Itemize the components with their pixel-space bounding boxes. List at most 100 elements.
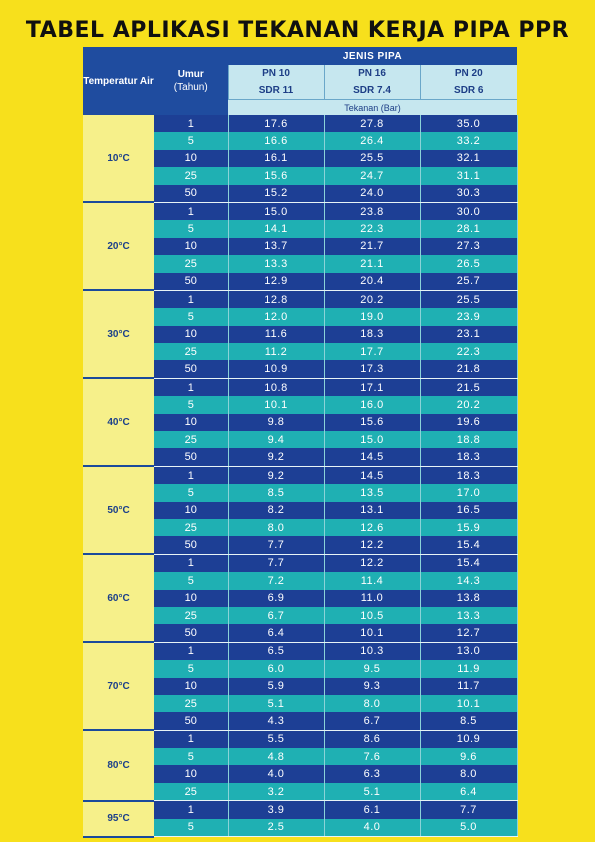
age-cell: 25 [154,343,229,361]
pn16-pressure-cell: 7.6 [324,748,421,766]
table-row: 50 4.3 6.7 8.5 [83,712,518,731]
pn16-pressure-cell: 6.7 [324,712,421,731]
pn10-pressure-cell: 12.9 [228,272,325,291]
pn10-pressure-cell: 5.1 [228,694,325,713]
age-cell: 10 [154,765,229,783]
pn16-pressure-cell: 5.1 [324,782,421,802]
age-cell: 50 [154,624,229,643]
pn10-pressure-cell: 9.8 [228,413,325,432]
pn10-pressure-cell: 6.9 [228,589,325,607]
pn10-pressure-cell: 15.6 [228,167,325,185]
pn16-pressure-cell: 14.5 [324,448,421,467]
pn10-pressure-cell: 7.7 [228,536,325,555]
pn10-pressure-cell: 14.1 [228,220,325,238]
pn20-pressure-cell: 20.2 [420,396,518,414]
pn16-pressure-cell: 13.1 [324,501,421,519]
header-age-label: Umur [177,69,204,80]
age-cell: 50 [154,360,229,379]
pn20-pressure-cell: 15.4 [420,554,518,573]
temperature-cell: 80°C [83,730,154,802]
age-cell: 1 [154,378,229,397]
age-cell: 5 [154,660,229,678]
header-sdr-7-4: SDR 7.4 [323,82,420,100]
pn16-pressure-cell: 12.6 [324,518,421,537]
table-row: 50°C 1 9.2 14.5 18.3 [83,466,518,556]
age-cell: 1 [154,730,229,749]
pn20-pressure-cell: 19.6 [420,413,518,432]
table-row: 10°C 1 17.6 27.8 35.0 [83,115,518,204]
table-row: 25 8.0 12.6 15.9 [83,518,518,537]
pn16-pressure-cell: 12.2 [324,536,421,555]
pn16-pressure-cell: 26.4 [324,132,421,150]
pn10-pressure-cell: 5.9 [228,677,325,695]
table-row: 5 16.6 26.4 33.2 [83,132,518,150]
pn16-pressure-cell: 23.8 [324,202,421,221]
pn16-pressure-cell: 11.4 [324,572,421,590]
age-cell: 5 [154,396,229,414]
pn10-pressure-cell: 15.2 [228,184,325,203]
table-row: 10 4.0 6.3 8.0 [83,765,518,783]
pn16-pressure-cell: 20.2 [324,290,421,309]
pn16-pressure-cell: 17.1 [324,378,421,397]
age-cell: 25 [154,431,229,449]
header-age: Umur (Tahun) [154,47,228,115]
pn10-pressure-cell: 6.0 [228,660,325,678]
pn20-pressure-cell: 27.3 [420,237,518,256]
pn20-pressure-cell: 22.3 [420,343,518,361]
age-cell: 5 [154,220,229,238]
age-cell: 5 [154,484,229,502]
pn16-pressure-cell: 11.0 [324,589,421,607]
pn16-pressure-cell: 6.3 [324,765,421,783]
pn20-pressure-cell: 14.3 [420,572,518,590]
pn10-pressure-cell: 3.2 [228,782,325,802]
pn16-pressure-cell: 10.5 [324,606,421,625]
pn10-pressure-cell: 7.2 [228,572,325,590]
table-row: 30°C 1 12.8 20.2 25.5 [83,290,518,380]
age-cell: 25 [154,782,229,802]
age-cell: 10 [154,325,229,344]
pn20-pressure-cell: 30.0 [420,202,518,221]
age-cell: 5 [154,132,229,150]
table-row: 5 7.2 11.4 14.3 [83,572,518,590]
age-cell: 10 [154,501,229,519]
pn16-pressure-cell: 13.5 [324,484,421,502]
pn20-pressure-cell: 15.4 [420,536,518,555]
header-age-unit: (Tahun) [173,82,208,93]
pn10-pressure-cell: 6.5 [228,642,325,661]
pn10-pressure-cell: 9.2 [228,466,325,485]
pn20-pressure-cell: 21.8 [420,360,518,379]
table-row: 25 9.4 15.0 18.8 [83,431,518,449]
pn16-pressure-cell: 10.3 [324,642,421,661]
table-row: 10 9.8 15.6 19.6 [83,413,518,432]
temperature-cell: 30°C [83,290,154,380]
age-cell: 50 [154,712,229,731]
pn20-pressure-cell: 9.6 [420,748,518,766]
pn20-pressure-cell: 13.8 [420,589,518,607]
pn20-pressure-cell: 25.7 [420,272,518,291]
pn10-pressure-cell: 13.7 [228,237,325,256]
pn16-pressure-cell: 25.5 [324,149,421,168]
pn16-pressure-cell: 19.0 [324,308,421,326]
pn20-pressure-cell: 25.5 [420,290,518,309]
age-cell: 10 [154,589,229,607]
pn20-pressure-cell: 35.0 [420,115,518,133]
pn20-pressure-cell: 17.0 [420,484,518,502]
pn20-pressure-cell: 5.0 [420,818,518,838]
pn10-pressure-cell: 8.5 [228,484,325,502]
pn16-pressure-cell: 15.0 [324,431,421,449]
pn10-pressure-cell: 4.8 [228,748,325,766]
age-cell: 1 [154,642,229,661]
temperature-cell: 95°C [83,800,154,838]
pn10-pressure-cell: 16.6 [228,132,325,150]
pn10-pressure-cell: 10.1 [228,396,325,414]
temperature-cell: 10°C [83,115,154,204]
age-cell: 1 [154,115,229,133]
pn20-pressure-cell: 11.9 [420,660,518,678]
pn10-pressure-cell: 17.6 [228,115,325,133]
age-cell: 5 [154,748,229,766]
table-row: 70°C 1 6.5 10.3 13.0 [83,642,518,732]
age-cell: 1 [154,202,229,221]
pn10-pressure-cell: 12.8 [228,290,325,309]
table-row: 25 13.3 21.1 26.5 [83,255,518,273]
pn20-pressure-cell: 12.7 [420,624,518,643]
